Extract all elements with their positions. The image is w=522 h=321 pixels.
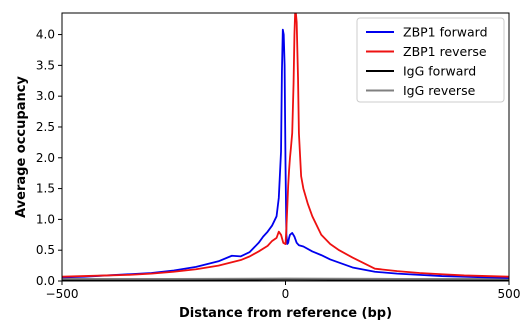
x-tick-label: −500 [46,287,79,301]
plot-lines [62,13,509,281]
y-tick-label: 2.0 [36,151,55,165]
y-tick-label: 0.5 [36,243,55,257]
y-axis-title: Average occupancy [14,76,29,218]
legend-label: ZBP1 forward [403,25,488,40]
y-tick-label: 1.5 [36,182,55,196]
x-tick-label: 0 [282,287,290,301]
y-axis: 0.0 0.5 1.0 1.5 2.0 2.5 3.0 3.5 4.0 [36,28,62,288]
legend-label: IgG reverse [403,83,476,98]
legend-label: IgG forward [403,64,476,79]
y-tick-label: 3.5 [36,58,55,72]
legend-label: ZBP1 reverse [403,44,487,59]
y-tick-label: 4.0 [36,28,55,42]
y-tick-label: 1.0 [36,212,55,226]
y-tick-label: 0.0 [36,274,55,288]
x-axis: −500 0 500 [46,281,521,301]
series-line-zbp1-forward [62,28,509,279]
y-tick-label: 3.0 [36,89,55,103]
x-axis-title: Distance from reference (bp) [179,306,392,321]
legend: ZBP1 forward ZBP1 reverse IgG forward IgG r… [356,17,505,103]
legend-box [356,17,505,103]
series-line-zbp1-reverse [62,13,509,278]
x-tick-label: 500 [498,287,521,301]
y-tick-label: 2.5 [36,120,55,134]
